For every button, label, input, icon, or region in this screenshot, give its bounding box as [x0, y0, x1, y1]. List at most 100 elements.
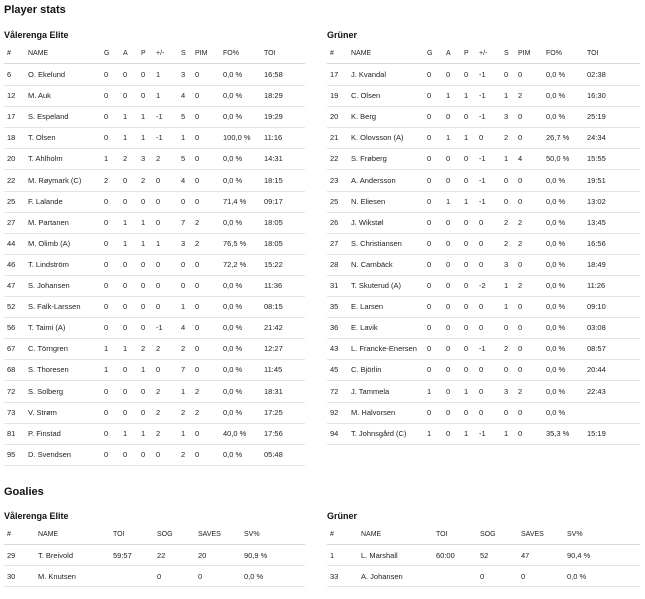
cell-name: M. Røymark (C): [28, 175, 82, 185]
cell-points: 0: [141, 196, 146, 206]
cell-faceoff-pct: 0,0 %: [546, 259, 566, 269]
cell-points: 1: [464, 196, 469, 206]
cell-toi: 18:31: [264, 386, 283, 396]
cell-name: M. Auk: [28, 91, 51, 101]
cell-plus-minus: -1: [479, 196, 486, 206]
cell-name: S. Falk-Larssen: [28, 302, 81, 312]
cell-shots: 7: [181, 217, 186, 227]
cell-pim: 0: [195, 175, 200, 185]
cell-pim: 2: [195, 238, 200, 248]
cell-pim: 0: [518, 70, 523, 79]
column-header-faceoff-pct: FO%: [223, 50, 239, 57]
cell-toi: 16:58: [264, 70, 283, 79]
cell-assists: 0: [123, 386, 128, 396]
cell-save-pct: 90,9 %: [244, 550, 268, 560]
cell-pim: 0: [518, 196, 523, 206]
cell-plus-minus: 2: [156, 428, 161, 438]
cell-points: 0: [141, 281, 146, 290]
cell-toi: 18:49: [587, 259, 606, 269]
goalies-table-away: # NAME TOI SOG SAVES SV% 1 L. Marshall 60:00 52 47…: [327, 525, 640, 587]
cell-saves: 47: [521, 550, 530, 560]
cell-shots: 1: [504, 302, 509, 312]
cell-name: M. Partanen: [28, 217, 69, 227]
cell-plus-minus: 0: [156, 281, 161, 290]
player-row: 28 N. Carnbäck 0 0 0 0 3 0 0,0 % 18:49: [327, 254, 640, 276]
cell-shots: 3: [181, 238, 186, 248]
cell-shots: 0: [504, 196, 509, 206]
cell-shots: 0: [504, 323, 509, 333]
cell-plus-minus: 0: [156, 365, 161, 375]
cell-plus-minus: 0: [479, 259, 484, 269]
cell-points: 0: [464, 217, 469, 227]
column-header-name: NAME: [28, 50, 49, 57]
cell-shots: 4: [181, 323, 186, 333]
column-header-saves: SAVES: [198, 531, 221, 538]
cell-shots: 0: [181, 196, 186, 206]
column-header-toi: TOI: [436, 531, 448, 538]
cell-shots: 1: [181, 133, 186, 143]
cell-plus-minus: 1: [156, 238, 161, 248]
cell-jersey: 94: [330, 428, 339, 438]
cell-goals: 0: [104, 70, 109, 79]
cell-shots: 0: [181, 259, 186, 269]
player-stats-table-home: # NAME G A P +/- S PIM FO% TOI 6 O. Ekelund 0 0 0 1 3 0 0,…: [4, 44, 305, 466]
cell-plus-minus: 0: [156, 196, 161, 206]
cell-toi: 13:02: [587, 196, 606, 206]
cell-toi: 24:34: [587, 133, 606, 143]
cell-jersey: 21: [330, 133, 339, 143]
cell-pim: 0: [195, 323, 200, 333]
cell-faceoff-pct: 0,0 %: [223, 70, 243, 79]
cell-assists: 2: [123, 154, 128, 164]
cell-faceoff-pct: 0,0 %: [223, 154, 243, 164]
cell-jersey: 73: [7, 407, 16, 417]
cell-goals: 0: [427, 112, 432, 122]
cell-toi: 15:55: [587, 154, 606, 164]
cell-plus-minus: 0: [156, 302, 161, 312]
cell-toi: 18:15: [264, 175, 283, 185]
cell-save-pct: 0,0 %: [244, 571, 264, 581]
cell-shots: 5: [181, 154, 186, 164]
cell-goals: 0: [427, 323, 432, 333]
cell-pim: 2: [518, 238, 523, 248]
cell-jersey: 25: [330, 196, 339, 206]
player-row: 12 M. Auk 0 0 0 1 4 0 0,0 % 18:29: [4, 85, 305, 108]
cell-plus-minus: 2: [156, 154, 161, 164]
cell-jersey: 72: [7, 386, 16, 396]
cell-name: L. Francke-Enersen: [351, 344, 417, 354]
cell-jersey: 92: [330, 407, 339, 417]
cell-goals: 0: [104, 133, 109, 143]
player-row: 44 M. Olimb (A) 0 1 1 1 3 2 76,5 % 18:05: [4, 233, 305, 255]
cell-name: C. Törngren: [28, 344, 68, 354]
cell-name: S. Solberg: [28, 386, 64, 396]
cell-points: 0: [141, 302, 146, 312]
cell-faceoff-pct: 0,0 %: [546, 302, 566, 312]
cell-pim: 0: [195, 70, 200, 79]
cell-name: N. Carnbäck: [351, 259, 393, 269]
cell-name: S. Frøberg: [351, 154, 387, 164]
cell-name: E. Lavik: [351, 323, 378, 333]
cell-points: 1: [464, 386, 469, 396]
cell-faceoff-pct: 0,0 %: [546, 175, 566, 185]
cell-jersey: 33: [330, 571, 339, 581]
cell-sog: 0: [157, 571, 162, 581]
column-header-jersey: #: [7, 50, 11, 57]
column-header-saves: SAVES: [521, 531, 544, 538]
cell-shots: 1: [181, 386, 186, 396]
cell-pim: 0: [518, 259, 523, 269]
cell-jersey: 30: [7, 571, 16, 581]
cell-jersey: 52: [7, 302, 16, 312]
cell-pim: 0: [195, 365, 200, 375]
cell-pim: 0: [518, 365, 523, 375]
table-header: # NAME TOI SOG SAVES SV%: [4, 525, 305, 545]
cell-points: 0: [141, 407, 146, 417]
cell-points: 1: [141, 112, 146, 122]
cell-goals: 2: [104, 175, 109, 185]
cell-pim: 0: [195, 344, 200, 354]
cell-saves: 20: [198, 550, 207, 560]
player-row: 46 T. Lindström 0 0 0 0 0 0 72,2 % 15:22: [4, 254, 305, 276]
cell-assists: 1: [446, 91, 451, 101]
goalie-row: 29 T. Breivold 59:57 22 20 90,9 %: [4, 545, 305, 566]
player-row: 22 M. Røymark (C) 2 0 2 0 4 0 0,0 % 18:15: [4, 170, 305, 192]
cell-faceoff-pct: 0,0 %: [223, 217, 243, 227]
cell-name: T. Ahlholm: [28, 154, 63, 164]
